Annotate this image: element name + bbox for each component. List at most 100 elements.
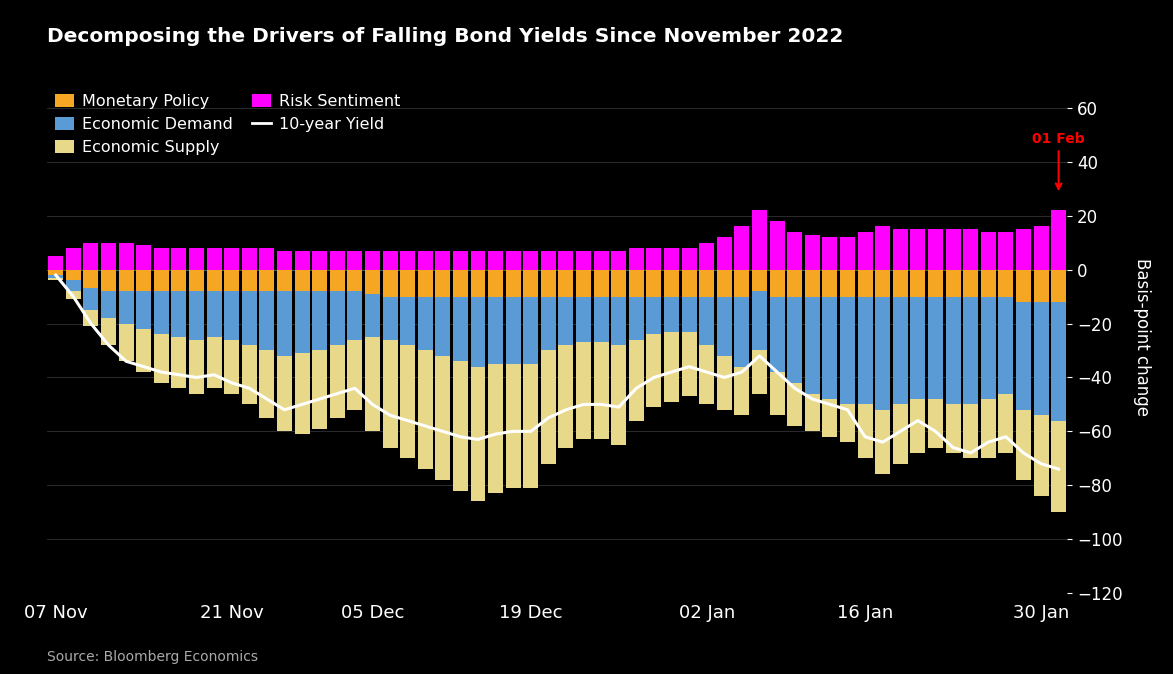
Bar <box>558 345 574 448</box>
Bar <box>488 270 503 297</box>
Bar <box>752 270 767 291</box>
Bar <box>347 291 362 340</box>
Bar <box>928 270 943 297</box>
Bar <box>118 270 134 291</box>
Bar <box>382 270 398 297</box>
Bar <box>998 270 1013 297</box>
Bar <box>242 248 257 270</box>
Bar <box>787 383 802 426</box>
Bar <box>66 280 81 291</box>
Bar <box>1051 421 1066 512</box>
Bar <box>646 334 662 407</box>
Bar <box>682 270 697 297</box>
Bar <box>259 248 274 270</box>
Bar <box>523 251 538 270</box>
Bar <box>769 221 785 270</box>
Bar <box>330 291 345 345</box>
Bar <box>1051 210 1066 270</box>
Bar <box>752 350 767 394</box>
Bar <box>48 256 63 270</box>
Bar <box>506 297 521 364</box>
Bar <box>822 297 838 399</box>
Bar <box>717 270 732 297</box>
Bar <box>488 251 503 270</box>
Bar <box>594 251 609 270</box>
Bar <box>541 270 556 297</box>
Bar <box>330 345 345 418</box>
Bar <box>981 270 996 297</box>
Bar <box>945 270 961 297</box>
Bar <box>506 270 521 297</box>
Bar <box>611 251 626 270</box>
Bar <box>1016 302 1031 410</box>
Bar <box>488 297 503 364</box>
Bar <box>136 245 151 270</box>
Text: Decomposing the Drivers of Falling Bond Yields Since November 2022: Decomposing the Drivers of Falling Bond … <box>47 27 843 46</box>
Bar <box>981 399 996 458</box>
Bar <box>1033 270 1049 302</box>
Bar <box>945 297 961 404</box>
Bar <box>206 291 222 337</box>
Bar <box>787 297 802 383</box>
Bar <box>189 248 204 270</box>
Bar <box>66 248 81 270</box>
Bar <box>118 243 134 270</box>
Bar <box>470 367 486 501</box>
Bar <box>277 356 292 431</box>
Bar <box>893 270 908 297</box>
Bar <box>171 248 187 270</box>
Bar <box>294 270 310 291</box>
Bar <box>998 232 1013 270</box>
Bar <box>787 270 802 297</box>
Bar <box>787 232 802 270</box>
Bar <box>699 345 714 404</box>
Bar <box>664 332 679 402</box>
Bar <box>83 270 99 288</box>
Bar <box>312 270 327 291</box>
Bar <box>928 399 943 448</box>
Bar <box>83 288 99 310</box>
Bar <box>981 232 996 270</box>
Bar <box>805 270 820 297</box>
Bar <box>998 394 1013 453</box>
Bar <box>734 297 750 367</box>
Bar <box>470 251 486 270</box>
Bar <box>875 226 890 270</box>
Bar <box>118 291 134 324</box>
Bar <box>629 340 644 421</box>
Bar <box>875 270 890 297</box>
Bar <box>101 318 116 345</box>
Bar <box>734 226 750 270</box>
Bar <box>154 248 169 270</box>
Bar <box>171 270 187 291</box>
Bar <box>875 297 890 410</box>
Bar <box>347 270 362 291</box>
Bar <box>752 210 767 270</box>
Bar <box>576 270 591 297</box>
Y-axis label: Basis-point change: Basis-point change <box>1133 258 1151 416</box>
Bar <box>365 337 380 431</box>
Bar <box>277 291 292 356</box>
Bar <box>576 342 591 439</box>
Bar <box>66 270 81 280</box>
Bar <box>910 229 925 270</box>
Bar <box>646 270 662 297</box>
Text: Source: Bloomberg Economics: Source: Bloomberg Economics <box>47 650 258 664</box>
Bar <box>470 270 486 297</box>
Bar <box>875 410 890 474</box>
Bar <box>206 248 222 270</box>
Bar <box>945 404 961 453</box>
Bar <box>206 337 222 388</box>
Bar <box>805 297 820 394</box>
Bar <box>805 235 820 270</box>
Bar <box>171 337 187 388</box>
Bar <box>154 270 169 291</box>
Bar <box>189 270 204 291</box>
Bar <box>717 297 732 356</box>
Bar <box>893 404 908 464</box>
Bar <box>294 291 310 353</box>
Bar <box>136 291 151 329</box>
Bar <box>699 243 714 270</box>
Bar <box>259 270 274 291</box>
Bar <box>611 345 626 445</box>
